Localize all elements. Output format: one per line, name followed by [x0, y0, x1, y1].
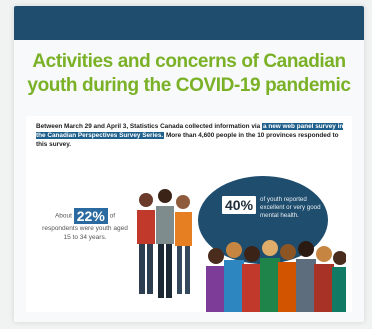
crowd-figures — [206, 240, 346, 312]
youth-group-illustration — [137, 189, 192, 298]
mental-health-stat: 40% of youth reported excellent or very … — [222, 196, 330, 220]
intro-part-1: Between March 29 and April 3, Statistics… — [36, 123, 261, 130]
stat-description: respondents were youth aged 15 to 34 yea… — [42, 225, 128, 241]
intro-part-2: More than 4,600 people in the 10 provinc… — [36, 132, 339, 148]
survey-intro-text: Between March 29 and April 3, Statistics… — [36, 122, 344, 149]
infographic-card: Activities and concerns of Canadian yout… — [14, 6, 364, 322]
infographic-title: Activities and concerns of Canadian yout… — [14, 50, 364, 98]
header-bar — [14, 6, 364, 40]
mental-health-value: 40% — [222, 196, 257, 214]
stat-prefix: About — [54, 212, 72, 220]
youth-crowd-illustration — [206, 240, 346, 312]
youth-share-stat: About 22% of respondents were youth aged… — [42, 208, 128, 242]
title-line-1: Activities and concerns of Canadian — [32, 51, 346, 72]
person-figure — [175, 195, 192, 294]
person-figure — [156, 189, 174, 298]
mental-health-text: of youth reported excellent or very good… — [260, 196, 321, 219]
title-line-2: youth during the COVID-19 pandemic — [27, 75, 351, 96]
person-figure — [137, 193, 155, 294]
survey-info-panel: Between March 29 and April 3, Statistics… — [26, 116, 352, 312]
stat-suffix: of — [109, 212, 116, 220]
youth-share-value: 22% — [73, 208, 108, 224]
